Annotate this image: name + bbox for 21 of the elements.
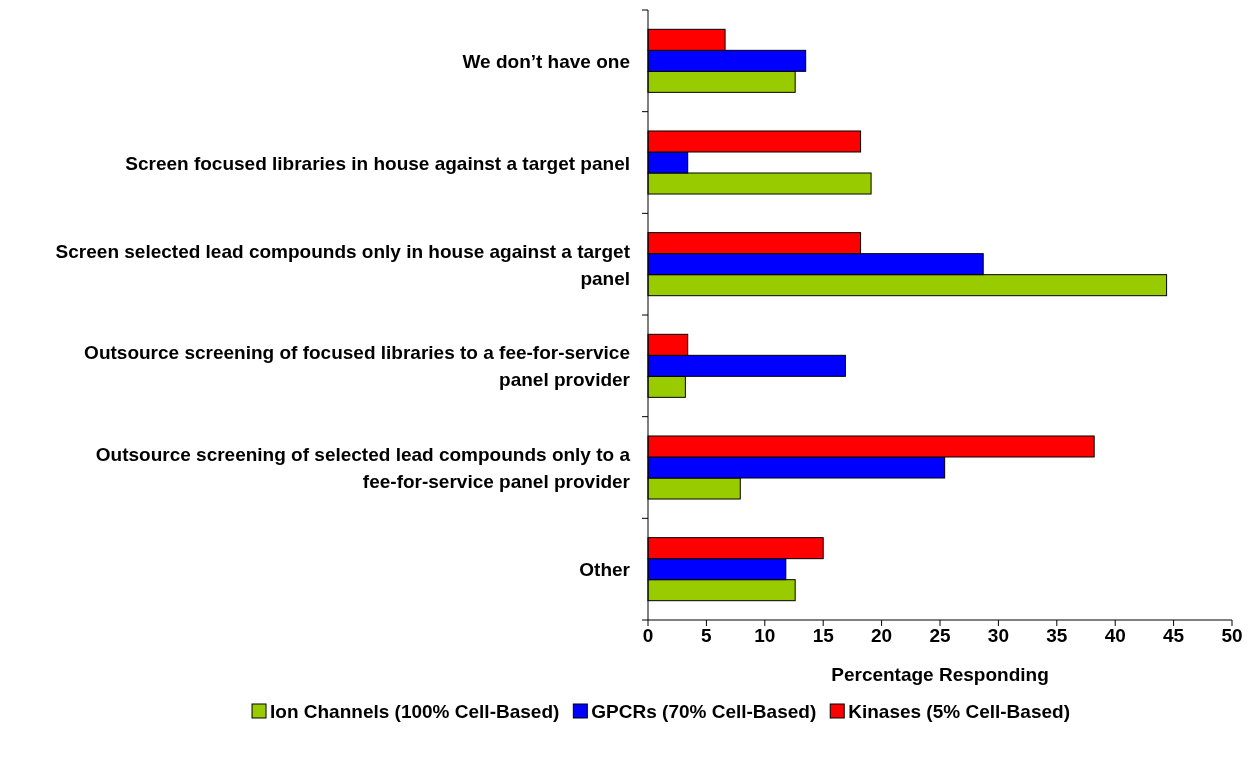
y-tick-label: Outsource screening of selected lead compounds only to a fee-for-service panel provider — [95, 444, 631, 492]
x-tick-label: 5 — [701, 625, 713, 646]
x-tick-label: 40 — [1104, 625, 1126, 646]
y-tick-label: We don’t have one — [462, 50, 630, 72]
x-tick-label: 20 — [871, 625, 893, 646]
y-tick-label: Outsource screening of focused libraries to a fee-for-service panel provider — [84, 342, 631, 391]
legend-label: Kinases (5% Cell-Based) — [848, 701, 1070, 722]
y-tick-label: Screen selected lead compounds only in house against a target panel — [55, 240, 631, 289]
x-tick-label: 0 — [642, 625, 654, 646]
x-tick-label: 45 — [1163, 625, 1185, 646]
y-tick-label: Screen focused libraries in house against a target panel — [125, 152, 630, 174]
x-tick-label: 50 — [1221, 625, 1243, 646]
x-tick-label: 35 — [1046, 625, 1068, 646]
x-tick-label: 10 — [754, 625, 776, 646]
y-tick-label: Other — [579, 559, 631, 581]
x-tick-label: 15 — [812, 625, 835, 646]
x-axis-title: Percentage Responding — [831, 664, 1049, 685]
legend-label: GPCRs (70% Cell-Based) — [591, 701, 817, 722]
x-tick-label: 25 — [929, 625, 951, 646]
legend-label: Ion Channels (100% Cell-Based) — [270, 701, 560, 722]
x-tick-label: 30 — [987, 625, 1009, 646]
